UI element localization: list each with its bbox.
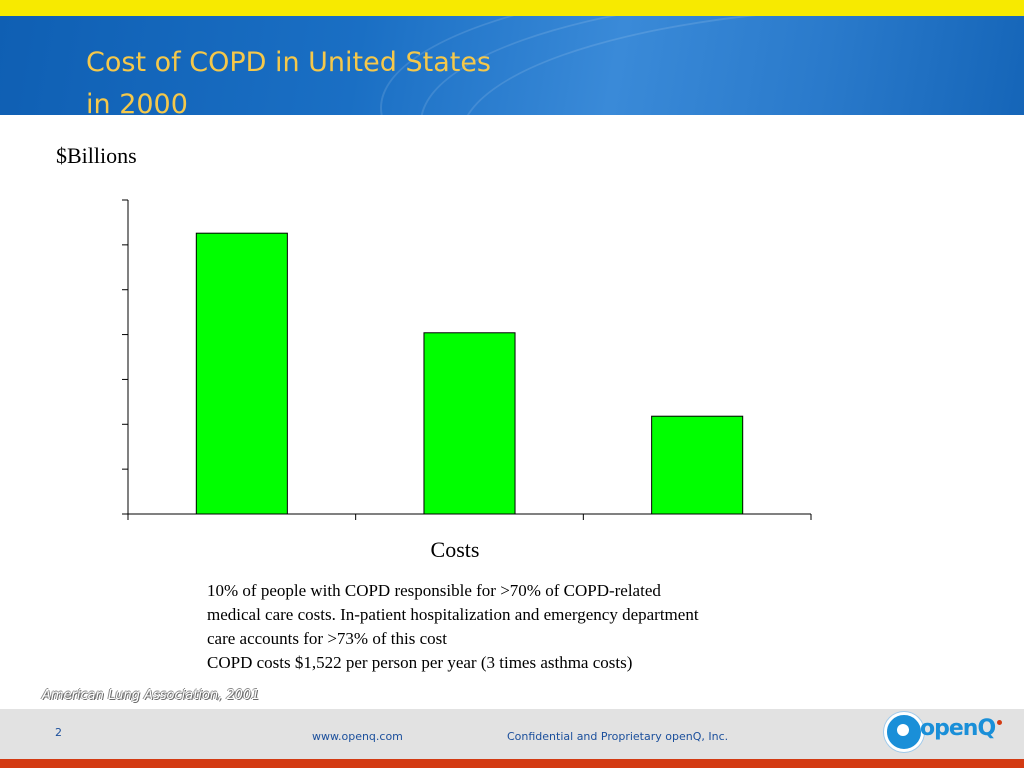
y-axis-unit-label: $Billions [56, 143, 137, 168]
source-citation: American Lung Association, 2001 [42, 688, 260, 703]
note-line: care accounts for >73% of this cost [207, 629, 447, 648]
slide-title-line-1: Cost of COPD in United States [86, 47, 491, 78]
chart-bar [195, 232, 288, 515]
footer-accent-stripe [0, 759, 1024, 768]
note-line: 10% of people with COPD responsible for … [207, 581, 661, 600]
slide-title: Cost of COPD in United States in 2000 [86, 42, 491, 115]
confidentiality-notice: Confidential and Proprietary openQ, Inc. [507, 730, 729, 743]
slide-notes: 10% of people with COPD responsible for … [207, 579, 807, 675]
note-line: COPD costs $1,522 per person per year (3… [207, 653, 633, 672]
openq-logo-mark-icon [884, 712, 924, 752]
website-link[interactable]: www.openq.com [312, 730, 403, 743]
openq-logo: openQ [884, 712, 1004, 752]
page-number: 2 [55, 726, 62, 739]
chart-bar [651, 415, 744, 515]
footer-bar [0, 709, 1024, 759]
x-axis-title: Costs [430, 537, 480, 562]
registered-mark-icon [997, 720, 1002, 725]
title-banner: Cost of COPD in United States in 2000 [0, 16, 1024, 115]
note-line: medical care costs. In-patient hospitali… [207, 605, 699, 624]
slide-title-line-2: in 2000 [86, 89, 188, 115]
top-accent-stripe [0, 0, 1024, 16]
openq-logo-text: openQ [920, 716, 996, 741]
chart-bar [423, 332, 516, 515]
